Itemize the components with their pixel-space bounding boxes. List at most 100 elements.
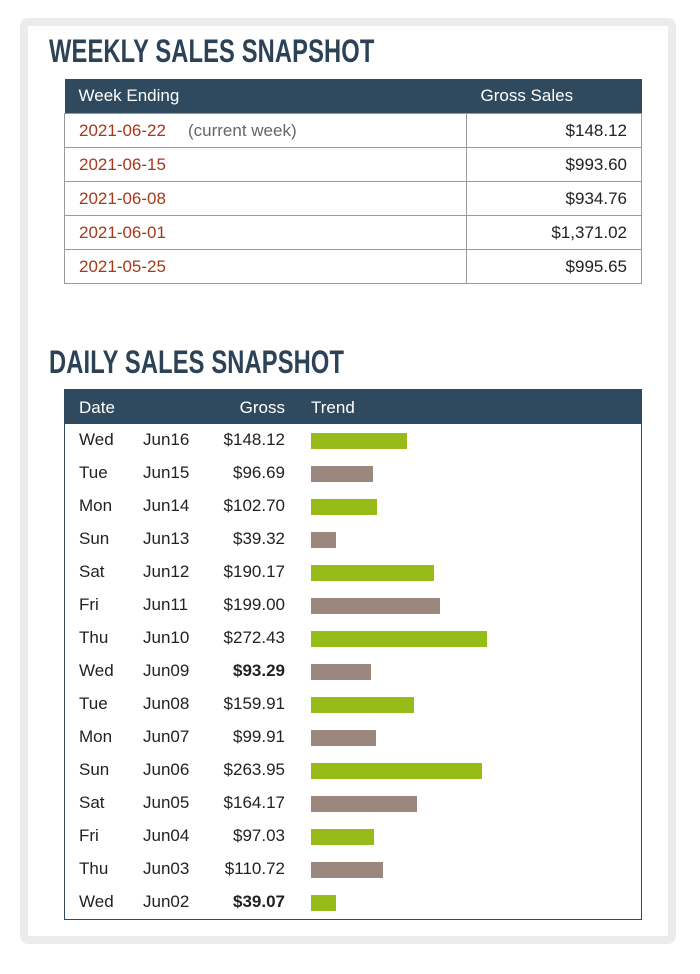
- trend-bar: [311, 433, 407, 449]
- day-gross: $164.17: [223, 793, 285, 812]
- daily-sales-table: Date Gross Trend Wed Jun16 $148.12 Tue Jun15…: [64, 389, 642, 920]
- week-date-cell: 2021-06-08: [64, 181, 467, 216]
- month-day: Jun06: [143, 760, 190, 779]
- day-of-week: Wed: [79, 661, 114, 680]
- day-gross: $39.07: [233, 892, 285, 911]
- month-day: Jun09: [143, 661, 190, 680]
- week-date-link[interactable]: 2021-06-08: [79, 188, 166, 208]
- trend-header: Trend: [311, 398, 355, 417]
- month-day: Jun13: [143, 529, 190, 548]
- week-date-cell: 2021-06-22 (current week): [64, 113, 467, 148]
- trend-bar: [311, 862, 383, 878]
- month-day: Jun14: [143, 496, 190, 515]
- week-date-link[interactable]: 2021-06-22: [79, 120, 166, 140]
- day-of-week: Fri: [79, 826, 99, 845]
- day-gross: $93.29: [233, 661, 285, 680]
- month-day: Jun05: [143, 793, 190, 812]
- gross-sales-header: Gross Sales: [466, 79, 642, 114]
- day-gross: $99.91: [233, 727, 285, 746]
- day-of-week: Wed: [79, 430, 114, 449]
- trend-bar: [311, 763, 482, 779]
- day-gross: $263.95: [223, 760, 285, 779]
- day-gross: $190.17: [223, 562, 285, 581]
- table-row: Tue Jun08 $159.91: [65, 688, 641, 721]
- table-row: Fri Jun11 $199.00: [65, 589, 641, 622]
- week-date-cell: 2021-06-15: [64, 147, 467, 182]
- date-header: Date: [79, 398, 115, 417]
- weekly-header-row: Week Ending Gross Sales: [64, 79, 642, 114]
- week-gross-cell: $993.60: [466, 147, 642, 182]
- month-day: Jun08: [143, 694, 190, 713]
- day-of-week: Mon: [79, 496, 113, 515]
- month-day: Jun04: [143, 826, 190, 845]
- table-row: Wed Jun09 $93.29: [65, 655, 641, 688]
- day-of-week: Tue: [79, 694, 108, 713]
- trend-bar: [311, 499, 377, 515]
- trend-bar: [311, 565, 434, 581]
- table-row: Sat Jun05 $164.17: [65, 787, 641, 820]
- day-of-week: Wed: [79, 892, 114, 911]
- day-gross: $148.12: [223, 430, 285, 449]
- week-gross-cell: $934.76: [466, 181, 642, 216]
- table-row: Fri Jun04 $97.03: [65, 820, 641, 853]
- month-day: Jun16: [143, 430, 190, 449]
- table-row: 2021-05-25 $995.65: [64, 249, 642, 284]
- day-gross: $102.70: [223, 496, 285, 515]
- day-gross: $39.32: [233, 529, 285, 548]
- trend-bar: [311, 697, 414, 713]
- daily-title: DAILY SALES SNAPSHOT: [49, 344, 345, 380]
- week-ending-header: Week Ending: [64, 79, 467, 114]
- day-of-week: Tue: [79, 463, 108, 482]
- month-day: Jun12: [143, 562, 190, 581]
- day-of-week: Mon: [79, 727, 113, 746]
- trend-bar: [311, 466, 373, 482]
- day-gross: $110.72: [224, 859, 285, 878]
- weekly-sales-table: Week Ending Gross Sales 2021-06-22 (curre…: [64, 79, 642, 284]
- trend-bar: [311, 730, 376, 746]
- day-gross: $199.00: [223, 595, 285, 614]
- day-gross: $97.03: [233, 826, 285, 845]
- table-row: Sat Jun12 $190.17: [65, 556, 641, 589]
- gross-header: Gross: [239, 398, 285, 417]
- table-row: 2021-06-08 $934.76: [64, 181, 642, 216]
- table-row: Wed Jun16 $148.12: [65, 424, 641, 457]
- day-gross: $272.43: [223, 628, 285, 647]
- month-day: Jun07: [143, 727, 190, 746]
- trend-bar: [311, 829, 374, 845]
- week-gross-cell: $148.12: [466, 113, 642, 148]
- table-row: 2021-06-22 (current week) $148.12: [64, 113, 642, 148]
- day-of-week: Sat: [79, 562, 105, 581]
- table-row: Mon Jun07 $99.91: [65, 721, 641, 754]
- trend-bar: [311, 895, 336, 911]
- month-day: Jun10: [143, 628, 190, 647]
- month-day: Jun03: [143, 859, 190, 878]
- month-day: Jun15: [143, 463, 190, 482]
- table-row: Mon Jun14 $102.70: [65, 490, 641, 523]
- table-row: Thu Jun10 $272.43: [65, 622, 641, 655]
- week-gross-cell: $1,371.02: [466, 215, 642, 250]
- table-row: Wed Jun02 $39.07: [65, 886, 641, 919]
- day-of-week: Sun: [79, 529, 110, 548]
- day-of-week: Thu: [79, 628, 109, 647]
- trend-bar: [311, 631, 487, 647]
- table-row: Sun Jun13 $39.32: [65, 523, 641, 556]
- trend-bar: [311, 532, 336, 548]
- week-note: (current week): [187, 120, 297, 140]
- table-row: Tue Jun15 $96.69: [65, 457, 641, 490]
- week-gross-cell: $995.65: [466, 249, 642, 284]
- week-date-link[interactable]: 2021-05-25: [79, 256, 166, 276]
- table-row: 2021-06-15 $993.60: [64, 147, 642, 182]
- day-gross: $96.69: [233, 463, 285, 482]
- day-of-week: Fri: [79, 595, 99, 614]
- table-row: Thu Jun03 $110.72: [65, 853, 641, 886]
- week-date-link[interactable]: 2021-06-01: [79, 222, 166, 242]
- day-of-week: Sun: [79, 760, 110, 779]
- week-date-link[interactable]: 2021-06-15: [79, 154, 166, 174]
- table-row: Sun Jun06 $263.95: [65, 754, 641, 787]
- day-of-week: Sat: [79, 793, 105, 812]
- weekly-title: WEEKLY SALES SNAPSHOT: [49, 33, 375, 69]
- daily-header-row: Date Gross Trend: [65, 390, 641, 424]
- day-of-week: Thu: [79, 859, 109, 878]
- day-gross: $159.91: [223, 694, 285, 713]
- trend-bar: [311, 664, 371, 680]
